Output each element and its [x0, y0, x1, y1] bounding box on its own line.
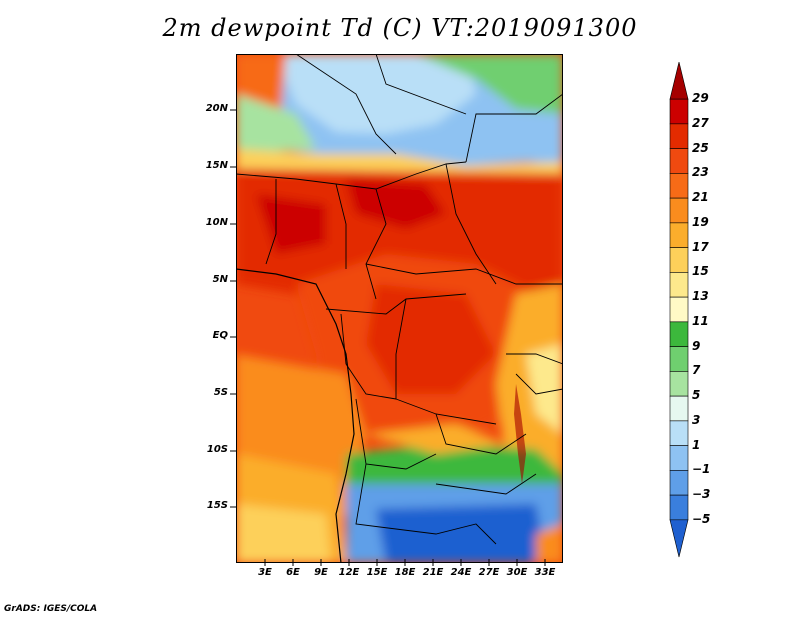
- colorbar-scale: [669, 61, 689, 558]
- x-axis-label: 33E: [534, 567, 556, 578]
- colorbar-swatch: [669, 395, 689, 422]
- y-axis-label: EQ: [212, 330, 228, 341]
- colorbar-swatch: [669, 420, 689, 446]
- colorbar-label: 25: [692, 140, 709, 155]
- colorbar-swatch: [669, 494, 689, 521]
- colorbar-swatch: [669, 346, 689, 372]
- y-axis-label: 10N: [205, 217, 228, 228]
- colorbar-label: 21: [692, 190, 709, 205]
- colorbar-swatch: [669, 222, 689, 248]
- dewpoint-map: [230, 54, 563, 566]
- colorbar-swatch: [669, 371, 689, 397]
- x-axis-label: 9E: [314, 567, 328, 578]
- x-axis-label: 30E: [506, 567, 528, 578]
- y-axis-label: 20N: [205, 103, 228, 114]
- colorbar-label: 15: [692, 264, 709, 279]
- map-title: 2m dewpoint Td (C) VT:2019091300: [162, 14, 638, 42]
- colorbar-label: 9: [692, 338, 701, 353]
- colorbar-swatch: [669, 321, 689, 347]
- colorbar-swatch: [669, 296, 689, 323]
- colorbar-swatch: [669, 98, 689, 125]
- colorbar: 29 27 25 23 21 19 17 15 13 11 9 7 5 3 1 −1 −3 −5: [668, 61, 710, 566]
- colorbar-label: 11: [692, 313, 709, 328]
- y-axis-label: 15S: [206, 500, 228, 511]
- y-axis-ticks: [230, 109, 236, 508]
- dewpoint-field: [236, 54, 563, 563]
- x-axis-label: 15E: [366, 567, 388, 578]
- grads-credit: GrADS: IGES/COLA: [4, 604, 98, 614]
- colorbar-swatch: [669, 519, 689, 558]
- colorbar-label: 19: [692, 214, 709, 229]
- x-axis-label: 18E: [394, 567, 416, 578]
- colorbar-label: 27: [692, 115, 709, 130]
- colorbar-label: −5: [692, 511, 711, 526]
- y-axis-label: 5N: [212, 274, 228, 285]
- x-axis-label: 6E: [286, 567, 300, 578]
- y-axis-label: 10S: [206, 444, 228, 455]
- colorbar-label: 29: [692, 91, 709, 106]
- colorbar-swatch: [669, 197, 689, 224]
- colorbar-swatch: [669, 61, 689, 100]
- colorbar-label: 17: [692, 239, 709, 254]
- colorbar-label: 7: [692, 363, 701, 378]
- colorbar-label: 1: [692, 437, 701, 452]
- colorbar-swatch: [669, 173, 689, 199]
- x-axis-ticks: [264, 559, 546, 566]
- y-axis-label: 5S: [213, 387, 228, 398]
- colorbar-label: −1: [692, 462, 711, 477]
- colorbar-swatch: [669, 123, 689, 149]
- y-axis-label: 15N: [205, 160, 228, 171]
- colorbar-swatch: [669, 272, 689, 298]
- colorbar-swatch: [669, 445, 689, 471]
- x-axis-label: 12E: [338, 567, 360, 578]
- colorbar-label: 3: [692, 412, 701, 427]
- x-axis-label: 21E: [422, 567, 444, 578]
- x-axis-label: 24E: [450, 567, 472, 578]
- colorbar-label: 23: [692, 165, 709, 180]
- colorbar-swatch: [669, 148, 689, 174]
- colorbar-swatch: [669, 470, 689, 496]
- x-axis-label: 3E: [258, 567, 272, 578]
- x-axis-label: 27E: [478, 567, 500, 578]
- colorbar-swatch: [669, 247, 689, 273]
- colorbar-label: 5: [692, 388, 701, 403]
- colorbar-label: 13: [692, 289, 709, 304]
- colorbar-label: −3: [692, 487, 711, 502]
